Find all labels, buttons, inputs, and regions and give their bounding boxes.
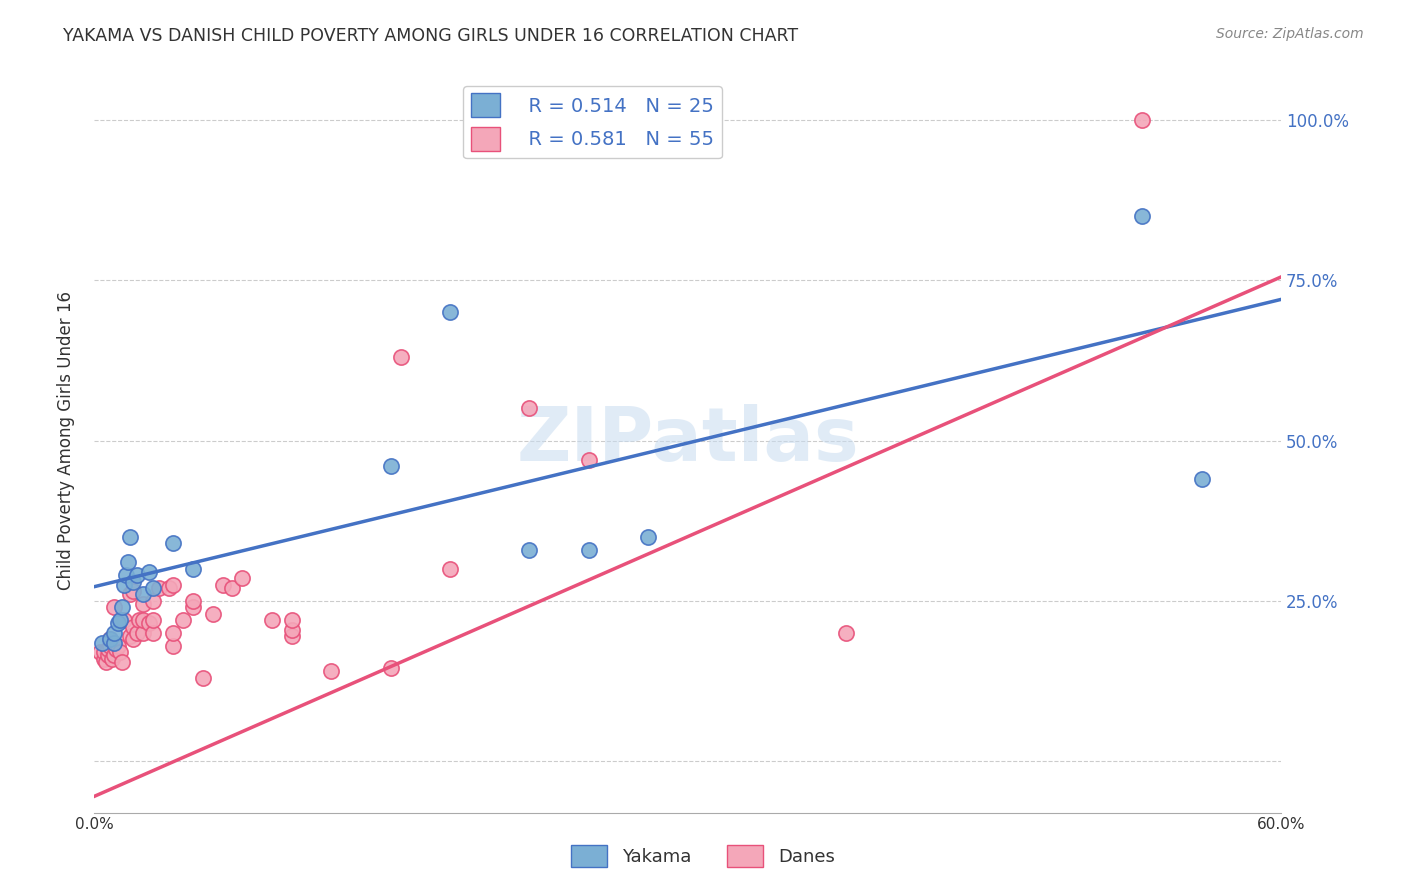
Point — [148, 581, 170, 595]
Point — [231, 571, 253, 585]
Y-axis label: Child Poverty Among Girls Under 16: Child Poverty Among Girls Under 16 — [58, 291, 75, 590]
Point — [162, 578, 184, 592]
Point — [281, 629, 304, 643]
Point — [162, 626, 184, 640]
Legend:   R = 0.514   N = 25,   R = 0.581   N = 55: R = 0.514 N = 25, R = 0.581 N = 55 — [464, 86, 721, 159]
Point — [127, 626, 149, 640]
Point — [97, 648, 120, 663]
Point — [114, 568, 136, 582]
Point — [108, 613, 131, 627]
Point — [1191, 472, 1213, 486]
Point — [142, 581, 165, 595]
Point — [517, 542, 540, 557]
Point — [98, 639, 121, 653]
Point — [132, 587, 155, 601]
Point — [201, 607, 224, 621]
Point — [108, 645, 131, 659]
Text: Source: ZipAtlas.com: Source: ZipAtlas.com — [1216, 27, 1364, 41]
Point — [94, 655, 117, 669]
Point — [181, 600, 204, 615]
Point — [117, 555, 139, 569]
Point — [122, 584, 145, 599]
Point — [112, 578, 135, 592]
Point — [281, 613, 304, 627]
Point — [127, 568, 149, 582]
Point — [118, 530, 141, 544]
Point — [104, 642, 127, 657]
Text: ZIPatlas: ZIPatlas — [516, 404, 859, 477]
Point — [211, 578, 233, 592]
Point — [191, 671, 214, 685]
Point — [637, 530, 659, 544]
Point — [172, 613, 194, 627]
Point — [89, 645, 111, 659]
Point — [103, 626, 125, 640]
Point — [97, 642, 120, 657]
Point — [112, 613, 135, 627]
Point — [439, 562, 461, 576]
Point — [439, 305, 461, 319]
Point — [98, 632, 121, 647]
Point — [138, 565, 160, 579]
Point — [132, 613, 155, 627]
Point — [111, 600, 134, 615]
Point — [578, 542, 600, 557]
Point — [132, 626, 155, 640]
Point — [128, 613, 150, 627]
Point — [389, 350, 412, 364]
Point — [260, 613, 283, 627]
Point — [122, 574, 145, 589]
Point — [107, 616, 129, 631]
Point — [93, 645, 115, 659]
Point — [98, 632, 121, 647]
Point — [157, 581, 180, 595]
Point — [835, 626, 858, 640]
Point — [1132, 112, 1154, 127]
Point — [517, 401, 540, 416]
Point — [103, 600, 125, 615]
Point — [103, 635, 125, 649]
Point — [122, 619, 145, 633]
Point — [281, 623, 304, 637]
Point — [321, 665, 343, 679]
Point — [221, 581, 243, 595]
Point — [118, 587, 141, 601]
Point — [181, 594, 204, 608]
Point — [90, 635, 112, 649]
Point — [132, 597, 155, 611]
Point — [162, 536, 184, 550]
Point — [93, 651, 115, 665]
Point — [111, 655, 134, 669]
Point — [380, 459, 402, 474]
Point — [578, 452, 600, 467]
Point — [162, 639, 184, 653]
Point — [181, 562, 204, 576]
Legend: Yakama, Danes: Yakama, Danes — [564, 838, 842, 874]
Point — [103, 648, 125, 663]
Point — [107, 639, 129, 653]
Point — [118, 629, 141, 643]
Point — [1132, 209, 1154, 223]
Point — [138, 616, 160, 631]
Point — [142, 613, 165, 627]
Text: YAKAMA VS DANISH CHILD POVERTY AMONG GIRLS UNDER 16 CORRELATION CHART: YAKAMA VS DANISH CHILD POVERTY AMONG GIR… — [63, 27, 799, 45]
Point — [122, 632, 145, 647]
Point — [100, 651, 122, 665]
Point — [142, 594, 165, 608]
Point — [380, 661, 402, 675]
Point — [142, 626, 165, 640]
